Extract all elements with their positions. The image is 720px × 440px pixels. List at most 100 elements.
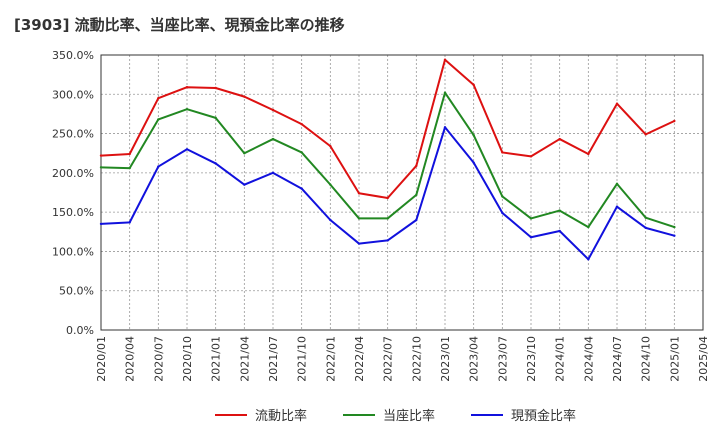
data-point xyxy=(472,161,475,164)
data-point xyxy=(157,165,160,168)
data-point xyxy=(673,119,676,123)
data-point xyxy=(673,234,676,237)
y-tick-label: 50.0% xyxy=(59,285,94,298)
x-tick-label: 2021/07 xyxy=(267,336,280,382)
data-point xyxy=(157,97,160,100)
data-point xyxy=(587,152,590,156)
data-point xyxy=(300,187,303,190)
y-tick-label: 250.0% xyxy=(52,128,94,141)
x-tick-label: 2025/01 xyxy=(668,336,681,382)
x-tick-label: 2022/01 xyxy=(324,336,337,382)
data-point xyxy=(329,183,332,186)
data-point xyxy=(558,209,561,212)
data-point xyxy=(357,192,361,195)
data-point xyxy=(472,133,475,137)
x-tick-label: 2023/10 xyxy=(525,336,538,382)
x-tick-label: 2023/07 xyxy=(496,336,509,382)
x-tick-label: 2021/10 xyxy=(296,336,309,382)
data-point xyxy=(501,211,504,215)
data-point xyxy=(587,258,590,261)
y-tick-label: 150.0% xyxy=(52,206,94,219)
data-point xyxy=(243,152,246,155)
data-point xyxy=(99,166,103,169)
data-point xyxy=(644,216,647,219)
data-point xyxy=(443,91,447,94)
y-tick-label: 0.0% xyxy=(66,324,94,337)
data-point xyxy=(415,218,418,222)
data-point xyxy=(157,118,160,121)
data-point xyxy=(472,83,475,87)
data-point xyxy=(99,154,103,157)
data-point xyxy=(214,162,217,165)
y-tick-label: 200.0% xyxy=(52,167,94,180)
data-point xyxy=(271,171,275,175)
data-point xyxy=(415,193,418,197)
legend-label: 現預金比率 xyxy=(511,408,576,424)
x-tick-label: 2022/04 xyxy=(353,336,366,382)
data-point xyxy=(673,225,676,229)
data-point xyxy=(529,217,533,220)
x-tick-label: 2024/07 xyxy=(611,336,624,382)
x-tick-label: 2020/07 xyxy=(152,336,165,382)
x-tick-label: 2021/01 xyxy=(210,336,223,382)
x-tick-label: 2020/04 xyxy=(124,336,137,382)
data-point xyxy=(357,217,361,220)
data-point xyxy=(386,239,389,242)
data-point xyxy=(185,86,189,89)
legend-label: 流動比率 xyxy=(255,408,307,424)
chart-title: [3903] 流動比率、当座比率、現預金比率の推移 xyxy=(14,16,345,34)
data-point xyxy=(99,222,103,226)
data-point xyxy=(386,196,389,200)
legend-item-2: 当座比率 xyxy=(343,408,435,424)
data-point xyxy=(300,151,303,154)
plot-area xyxy=(101,55,703,330)
data-point xyxy=(644,226,647,230)
data-point xyxy=(615,102,619,105)
x-tick-label: 2022/10 xyxy=(410,336,423,382)
data-point xyxy=(587,225,590,229)
x-tick-label: 2025/04 xyxy=(697,336,710,382)
data-point xyxy=(300,122,303,126)
y-tick-label: 300.0% xyxy=(52,88,94,101)
data-point xyxy=(128,166,131,170)
data-point xyxy=(615,205,619,208)
x-tick-label: 2023/01 xyxy=(439,336,452,382)
data-point xyxy=(443,58,447,61)
data-point xyxy=(185,108,189,111)
data-point xyxy=(185,148,189,151)
data-point xyxy=(128,152,131,156)
x-tick-label: 2024/04 xyxy=(582,336,595,382)
x-tick-label: 2023/04 xyxy=(468,336,481,382)
plot-frame xyxy=(100,54,704,331)
data-point xyxy=(357,242,361,245)
data-point xyxy=(558,229,561,233)
data-point xyxy=(329,144,332,148)
data-point xyxy=(644,133,647,136)
x-tick-label: 2021/04 xyxy=(238,336,251,382)
data-point xyxy=(558,137,561,141)
data-point xyxy=(529,155,533,158)
x-tick-label: 2024/10 xyxy=(640,336,653,382)
data-point xyxy=(501,195,504,198)
data-point xyxy=(415,164,418,167)
x-tick-label: 2024/01 xyxy=(554,336,567,382)
data-point xyxy=(214,86,217,90)
legend-item-1: 流動比率 xyxy=(215,408,307,424)
x-tick-label: 2020/01 xyxy=(95,336,108,382)
y-tick-label: 350.0% xyxy=(52,49,94,62)
data-point xyxy=(243,95,246,98)
data-point xyxy=(443,126,447,129)
legend-label: 当座比率 xyxy=(383,408,435,424)
data-point xyxy=(386,217,389,220)
data-point xyxy=(271,137,275,141)
data-point xyxy=(501,151,504,154)
data-point xyxy=(615,182,619,186)
data-point xyxy=(271,108,275,112)
x-tick-label: 2020/10 xyxy=(181,336,194,382)
data-point xyxy=(214,116,217,120)
data-point xyxy=(128,221,131,224)
x-tick-label: 2022/07 xyxy=(382,336,395,382)
legend-item-3: 現預金比率 xyxy=(471,408,576,424)
